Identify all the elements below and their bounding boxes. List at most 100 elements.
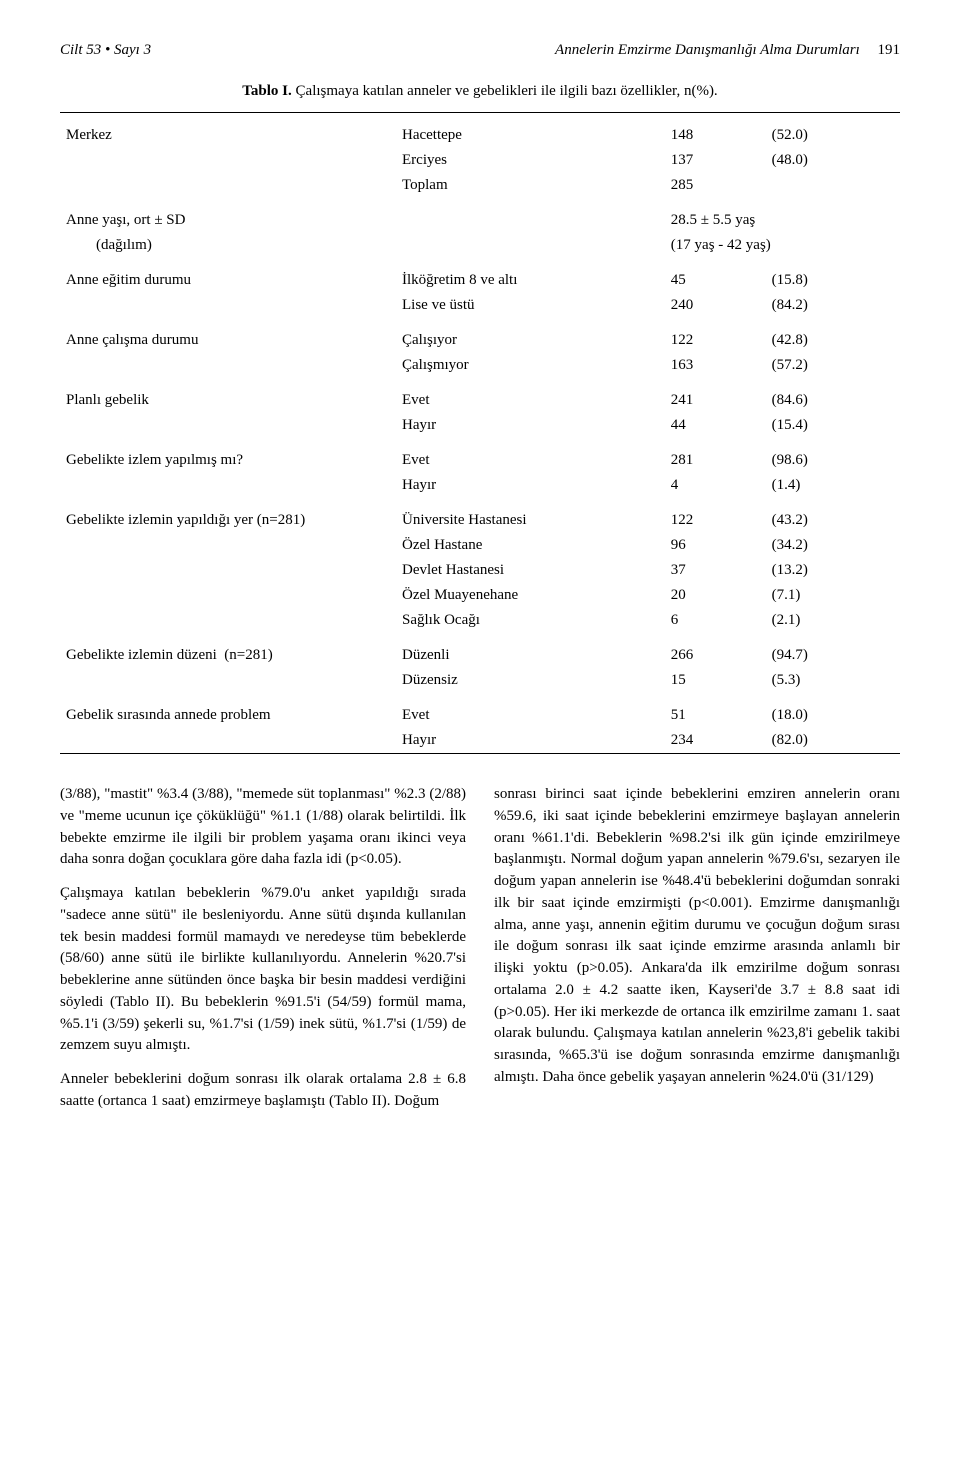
running-header: Cilt 53 • Sayı 3 Annelerin Emzirme Danış…	[60, 40, 900, 61]
table-row: Gebelikte izlemin düzeni (n=281)Düzenli2…	[60, 633, 900, 668]
row-label: Anne çalışma durumu	[60, 318, 396, 353]
characteristics-table: MerkezHacettepe148(52.0)Erciyes137(48.0)…	[60, 112, 900, 754]
header-right: Annelerin Emzirme Danışmanlığı Alma Duru…	[555, 40, 900, 61]
row-category: Evet	[396, 693, 665, 728]
row-percent: (82.0)	[766, 728, 900, 754]
row-percent: (57.2)	[766, 353, 900, 378]
page-number: 191	[878, 42, 901, 58]
row-percent: (2.1)	[766, 608, 900, 633]
table-row: Devlet Hastanesi37(13.2)	[60, 558, 900, 583]
row-category: Sağlık Ocağı	[396, 608, 665, 633]
row-percent: (15.4)	[766, 413, 900, 438]
row-label	[60, 608, 396, 633]
paragraph: sonrası birinci saat içinde bebeklerini …	[494, 784, 900, 1089]
row-percent: (34.2)	[766, 533, 900, 558]
row-label: Gebelikte izlemin yapıldığı yer (n=281)	[60, 498, 396, 533]
row-label: Gebelikte izlem yapılmış mı?	[60, 438, 396, 473]
row-category: Erciyes	[396, 148, 665, 173]
row-n: 96	[665, 533, 766, 558]
paragraph: Çalışmaya katılan bebeklerin %79.0'u ank…	[60, 883, 466, 1057]
row-n: 37	[665, 558, 766, 583]
row-category: Hayır	[396, 728, 665, 754]
row-label: Gebelikte izlemin düzeni (n=281)	[60, 633, 396, 668]
table-row: Lise ve üstü240(84.2)	[60, 293, 900, 318]
row-category: Lise ve üstü	[396, 293, 665, 318]
row-n: 240	[665, 293, 766, 318]
row-category: Evet	[396, 378, 665, 413]
row-percent: (43.2)	[766, 498, 900, 533]
table-row: Planlı gebelikEvet241(84.6)	[60, 378, 900, 413]
table-row: Özel Hastane96(34.2)	[60, 533, 900, 558]
row-value-wide: 28.5 ± 5.5 yaş	[665, 198, 900, 233]
row-label	[60, 413, 396, 438]
row-category: Devlet Hastanesi	[396, 558, 665, 583]
row-label: Merkez	[60, 113, 396, 149]
row-percent: (84.2)	[766, 293, 900, 318]
table-row: Toplam285	[60, 173, 900, 198]
row-percent: (84.6)	[766, 378, 900, 413]
row-percent: (13.2)	[766, 558, 900, 583]
row-n: 281	[665, 438, 766, 473]
body-column-left: (3/88), "mastit" %3.4 (3/88), "memede sü…	[60, 784, 466, 1125]
table-row: Sağlık Ocağı6(2.1)	[60, 608, 900, 633]
row-n: 234	[665, 728, 766, 754]
row-n: 44	[665, 413, 766, 438]
row-n: 4	[665, 473, 766, 498]
row-category: Özel Muayenehane	[396, 583, 665, 608]
row-label: Anne yaşı, ort ± SD	[60, 198, 396, 233]
table-row: Düzensiz15(5.3)	[60, 668, 900, 693]
table-caption-text: Çalışmaya katılan anneler ve gebelikleri…	[296, 83, 718, 99]
row-percent: (42.8)	[766, 318, 900, 353]
row-label: Planlı gebelik	[60, 378, 396, 413]
row-percent: (1.4)	[766, 473, 900, 498]
row-label: Gebelik sırasında annede problem	[60, 693, 396, 728]
row-category: Üniversite Hastanesi	[396, 498, 665, 533]
row-label	[60, 173, 396, 198]
row-category: Çalışıyor	[396, 318, 665, 353]
table-row: Gebelikte izlem yapılmış mı?Evet281(98.6…	[60, 438, 900, 473]
row-label	[60, 473, 396, 498]
table-row: MerkezHacettepe148(52.0)	[60, 113, 900, 149]
row-category: Düzenli	[396, 633, 665, 668]
table-row: Çalışmıyor163(57.2)	[60, 353, 900, 378]
row-label	[60, 583, 396, 608]
row-label	[60, 293, 396, 318]
row-category: Toplam	[396, 173, 665, 198]
body-columns: (3/88), "mastit" %3.4 (3/88), "memede sü…	[60, 784, 900, 1125]
row-value-wide: (17 yaş - 42 yaş)	[665, 233, 900, 258]
table-caption-label: Tablo I.	[242, 83, 291, 99]
row-category: Çalışmıyor	[396, 353, 665, 378]
row-percent: (5.3)	[766, 668, 900, 693]
row-n: 122	[665, 318, 766, 353]
table-row: Hayır44(15.4)	[60, 413, 900, 438]
row-n: 241	[665, 378, 766, 413]
table-caption: Tablo I. Çalışmaya katılan anneler ve ge…	[60, 81, 900, 102]
row-percent: (52.0)	[766, 113, 900, 149]
table-row: Anne yaşı, ort ± SD 28.5 ± 5.5 yaş	[60, 198, 900, 233]
row-label	[60, 533, 396, 558]
row-category: Düzensiz	[396, 668, 665, 693]
row-label	[60, 148, 396, 173]
row-n: 122	[665, 498, 766, 533]
table-row: Özel Muayenehane20(7.1)	[60, 583, 900, 608]
row-label	[60, 558, 396, 583]
header-left: Cilt 53 • Sayı 3	[60, 40, 151, 61]
table-row: Anne eğitim durumuİlköğretim 8 ve altı45…	[60, 258, 900, 293]
row-label	[60, 668, 396, 693]
table-row: Anne çalışma durumuÇalışıyor122(42.8)	[60, 318, 900, 353]
paragraph: (3/88), "mastit" %3.4 (3/88), "memede sü…	[60, 784, 466, 871]
row-category: Hayır	[396, 473, 665, 498]
row-percent: (15.8)	[766, 258, 900, 293]
row-n: 285	[665, 173, 766, 198]
paragraph: Anneler bebeklerini doğum sonrası ilk ol…	[60, 1069, 466, 1113]
row-n: 148	[665, 113, 766, 149]
row-n: 20	[665, 583, 766, 608]
row-n: 45	[665, 258, 766, 293]
row-n: 15	[665, 668, 766, 693]
row-label	[60, 353, 396, 378]
body-column-right: sonrası birinci saat içinde bebeklerini …	[494, 784, 900, 1125]
header-title: Annelerin Emzirme Danışmanlığı Alma Duru…	[555, 42, 860, 58]
row-percent: (18.0)	[766, 693, 900, 728]
row-category: Hacettepe	[396, 113, 665, 149]
row-category: Hayır	[396, 413, 665, 438]
